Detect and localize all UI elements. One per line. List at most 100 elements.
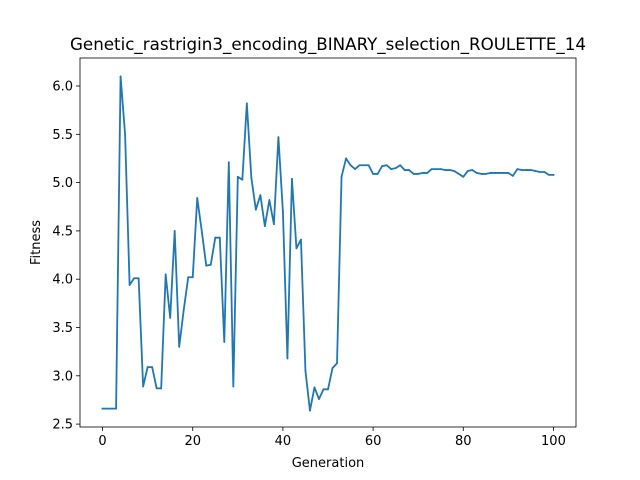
y-axis: 2.5 3.0 3.5 4.0 4.5 5.0 5.5 6.0 (52, 80, 80, 433)
data-point (250, 176, 253, 179)
data-point (543, 171, 546, 173)
data-point (137, 277, 140, 280)
data-point (205, 264, 208, 267)
data-point (322, 388, 325, 391)
data-point (516, 168, 519, 170)
data-point (502, 172, 505, 174)
data-point (304, 370, 307, 372)
data-point (218, 236, 221, 239)
data-point (128, 284, 131, 286)
data-point (227, 161, 230, 164)
data-point (417, 173, 420, 175)
data-point (336, 362, 338, 365)
data-point (457, 173, 460, 175)
data-point (245, 102, 248, 105)
data-point (511, 174, 514, 177)
data-point (209, 263, 212, 266)
data-point (331, 367, 334, 369)
x-tick-label: 40 (275, 434, 292, 449)
y-axis-label: Fitness (29, 220, 44, 265)
data-point (173, 230, 176, 232)
data-point (178, 345, 181, 348)
data-point (142, 385, 145, 388)
data-point (223, 341, 226, 343)
data-point (372, 173, 374, 175)
data-point (489, 172, 492, 174)
data-point (367, 164, 370, 167)
data-point (426, 172, 429, 174)
data-point (534, 170, 537, 172)
data-point (525, 169, 528, 171)
data-point (300, 238, 302, 241)
data-point (115, 407, 117, 410)
data-point (309, 409, 311, 412)
data-point (313, 386, 316, 389)
data-point (421, 172, 424, 174)
data-point (182, 309, 185, 312)
data-point (187, 276, 190, 279)
data-point (263, 225, 266, 227)
data-point (439, 168, 442, 170)
y-tick-label: 5.0 (52, 176, 73, 191)
axes-frame (79, 57, 577, 428)
data-point (164, 273, 167, 276)
data-point (106, 407, 108, 410)
y-tick-label: 3.0 (52, 369, 73, 384)
x-tick-label: 0 (98, 434, 106, 449)
data-point (151, 366, 154, 369)
data-point (124, 133, 126, 136)
data-point (462, 175, 465, 178)
y-tick-label: 5.5 (52, 128, 73, 143)
x-axis-label: Generation (292, 456, 365, 471)
data-point (385, 164, 388, 167)
data-point (435, 168, 438, 170)
x-tick-label: 80 (455, 434, 472, 449)
data-point (403, 169, 406, 171)
data-point (345, 157, 347, 160)
data-point (196, 197, 199, 199)
x-tick-label: 60 (365, 434, 382, 449)
data-point (358, 164, 361, 167)
data-point (484, 173, 487, 175)
data-point (548, 173, 550, 176)
data-point (291, 177, 293, 180)
chart-title: Genetic_rastrigin3_encoding_BINARY_selec… (70, 34, 586, 55)
data-point (214, 236, 217, 239)
y-tick-label: 4.0 (52, 273, 73, 288)
data-point (539, 171, 541, 173)
data-point (318, 398, 320, 400)
data-point (394, 167, 397, 170)
data-point (169, 316, 172, 319)
data-point (272, 223, 275, 226)
data-point (390, 168, 393, 170)
data-point (498, 172, 501, 174)
data-point (399, 164, 402, 167)
data-point (448, 169, 451, 171)
series-layer (101, 75, 555, 412)
data-point (119, 75, 122, 78)
data-point (295, 247, 298, 250)
data-point (259, 194, 262, 197)
y-tick-label: 6.0 (52, 80, 73, 95)
data-point (363, 164, 365, 167)
data-point (268, 199, 271, 201)
data-point (191, 276, 194, 279)
y-tick-label: 3.5 (52, 321, 73, 336)
data-point (236, 175, 239, 178)
data-point (160, 387, 163, 390)
data-point (200, 230, 203, 232)
data-point (520, 169, 523, 171)
data-point (453, 170, 456, 172)
y-tick-label: 2.5 (52, 418, 73, 433)
data-point (471, 169, 474, 171)
data-point (466, 170, 469, 172)
y-tick-label: 4.5 (52, 224, 73, 239)
axes-background (80, 58, 576, 427)
data-point (552, 173, 555, 176)
data-point (277, 136, 280, 139)
data-point (232, 385, 235, 388)
data-point (286, 357, 289, 360)
data-point (349, 164, 352, 167)
data-point (110, 407, 113, 410)
